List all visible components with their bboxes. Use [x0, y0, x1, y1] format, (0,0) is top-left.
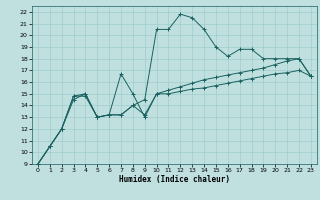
X-axis label: Humidex (Indice chaleur): Humidex (Indice chaleur)	[119, 175, 230, 184]
